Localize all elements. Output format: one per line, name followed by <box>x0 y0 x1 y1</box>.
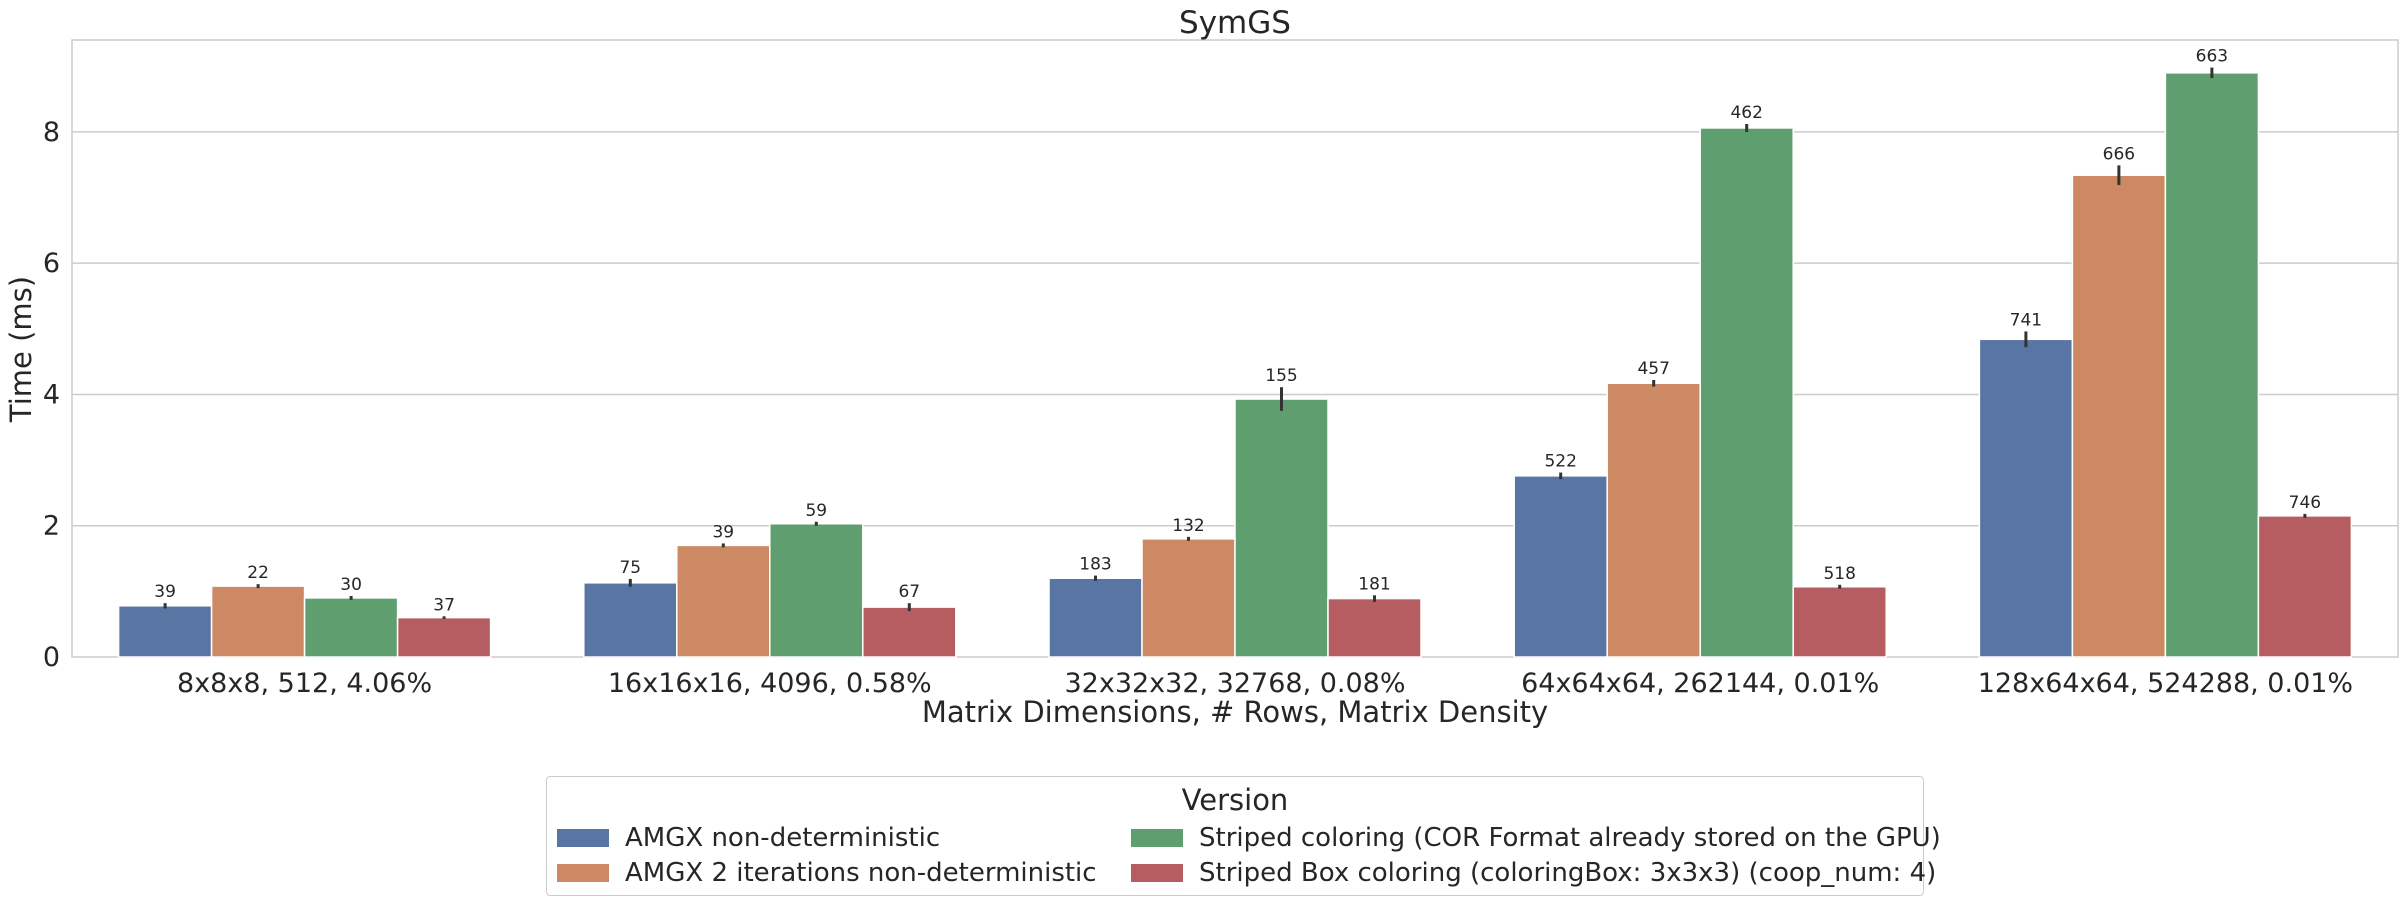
legend-label: AMGX non-deterministic <box>625 823 941 853</box>
bar <box>117 605 213 658</box>
bar <box>676 544 771 658</box>
chart-title: SymGS <box>1179 5 1291 41</box>
bar <box>303 597 399 658</box>
bar-layer <box>117 67 2353 658</box>
y-axis-label: Time (ms) <box>4 276 38 423</box>
y-tick-label: 4 <box>43 379 60 410</box>
legend-title: Version <box>1181 783 1289 817</box>
legend-item-striped-coloring: Striped coloring (COR Format already sto… <box>1131 823 1941 853</box>
legend-swatch <box>1131 829 1183 847</box>
bar <box>2164 72 2260 658</box>
bar <box>1234 398 1329 658</box>
legend-label: Striped coloring (COR Format already sto… <box>1199 823 1941 853</box>
x-tick-label: 8x8x8, 512, 4.06% <box>177 668 432 699</box>
bar <box>2071 174 2167 658</box>
bar <box>1141 538 1236 658</box>
x-tick-label: 32x32x32, 32768, 0.08% <box>1064 668 1405 699</box>
legend-label: AMGX 2 iterations non-deterministic <box>625 858 1097 888</box>
bar <box>1327 597 1422 658</box>
bar-value-label: 462 <box>1730 103 1762 123</box>
legend-label: Striped Box coloring (coloringBox: 3x3x3… <box>1199 858 1937 888</box>
legend-item-striped-box-coloring: Striped Box coloring (coloringBox: 3x3x3… <box>1131 858 1936 888</box>
bar-value-label: 59 <box>805 501 827 521</box>
bar-value-label: 183 <box>1079 555 1111 575</box>
bar <box>769 523 864 658</box>
x-tick-label: 16x16x16, 4096, 0.58% <box>608 668 932 699</box>
bar-value-label: 155 <box>1265 366 1297 386</box>
bar <box>210 585 306 658</box>
bar-value-label: 22 <box>247 563 269 583</box>
x-tick-label: 128x64x64, 524288, 0.01% <box>1978 668 2353 699</box>
bar <box>1606 382 1701 658</box>
tick-layer: 0 2 4 6 8 8x8x8, 512, 4.06% 16x16x16, 4096, 0.… <box>43 117 2353 699</box>
label-layer: 39 75 183 522 741 22 39 132 457 666 30 59 155 462 663 3… <box>154 47 2321 616</box>
legend-item-amgx-2-iterations: AMGX 2 iterations non-deterministic <box>557 858 1097 888</box>
bar-value-label: 39 <box>154 582 176 602</box>
bar <box>1792 586 1887 658</box>
bar-value-label: 666 <box>2103 144 2135 164</box>
legend-swatch <box>557 829 609 847</box>
legend-swatch <box>1131 864 1183 882</box>
bar-value-label: 741 <box>2010 310 2042 330</box>
bar <box>1699 127 1794 658</box>
bar-value-label: 518 <box>1823 564 1855 584</box>
legend-swatch <box>557 864 609 882</box>
bar-value-label: 75 <box>619 558 641 578</box>
bar-value-label: 67 <box>898 582 920 602</box>
bar <box>1513 475 1608 658</box>
bar-value-label: 39 <box>712 522 734 542</box>
bar-value-label: 457 <box>1637 359 1669 379</box>
bar-value-label: 663 <box>2196 47 2228 67</box>
bar <box>583 582 678 658</box>
y-tick-label: 6 <box>43 248 60 279</box>
bar <box>1978 338 2074 658</box>
bar <box>862 606 957 658</box>
y-tick-label: 8 <box>43 117 60 148</box>
y-tick-label: 2 <box>43 511 60 542</box>
bar-value-label: 30 <box>340 575 362 595</box>
bar-value-label: 181 <box>1358 574 1390 594</box>
legend: Version AMGX non-deterministic AMGX 2 it… <box>546 776 1941 896</box>
bar <box>396 616 492 658</box>
bar-value-label: 132 <box>1172 516 1204 536</box>
legend-item-amgx: AMGX non-deterministic <box>557 823 940 853</box>
bar-value-label: 522 <box>1544 452 1576 472</box>
bar <box>1048 577 1143 658</box>
bar-value-label: 746 <box>2289 493 2321 513</box>
bar-value-label: 37 <box>433 595 455 615</box>
x-axis-label: Matrix Dimensions, # Rows, Matrix Densit… <box>922 695 1548 729</box>
x-tick-label: 64x64x64, 262144, 0.01% <box>1521 668 1879 699</box>
bar <box>2257 515 2353 658</box>
y-tick-label: 0 <box>43 642 60 673</box>
